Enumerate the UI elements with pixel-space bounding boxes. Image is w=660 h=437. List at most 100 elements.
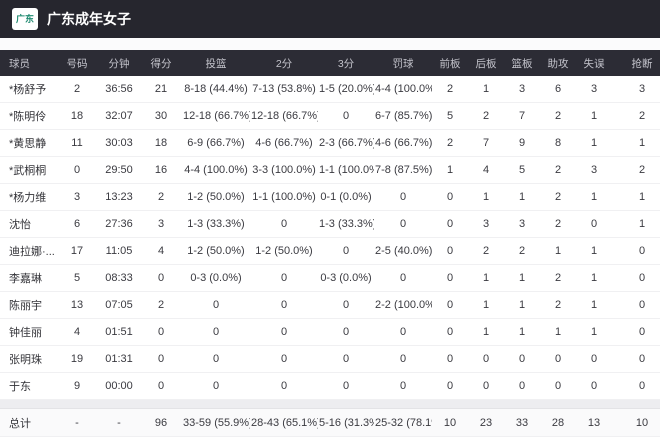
- total-cell-points: 96: [140, 408, 182, 437]
- cell-ast: 2: [540, 264, 576, 292]
- cell-ft: 4-6 (66.7%): [374, 129, 432, 157]
- cell-tov: 0: [576, 372, 612, 400]
- cell-stl: 2: [612, 102, 660, 130]
- cell-minutes: 07:05: [98, 291, 140, 319]
- cell-fg: 8-18 (44.4%): [182, 76, 250, 103]
- cell-points: 2: [140, 183, 182, 211]
- app-header: 广东 广东成年女子: [0, 0, 660, 38]
- cell-number: 18: [56, 102, 98, 130]
- cell-two-pt: 3-3 (100.0%): [250, 156, 318, 184]
- cell-number: 17: [56, 237, 98, 265]
- cell-stl: 0: [612, 345, 660, 373]
- table-header-row: 球员 号码 分钟 得分 投篮 2分 3分 罚球 前板 后板 篮板 助攻 失误 抢断: [0, 50, 660, 76]
- column-header-ast: 助攻: [540, 50, 576, 76]
- cell-tov: 3: [576, 76, 612, 103]
- cell-oreb: 0: [432, 318, 468, 346]
- cell-reb: 1: [504, 183, 540, 211]
- total-cell-oreb: 10: [432, 408, 468, 437]
- cell-player: *杨力维: [0, 183, 56, 211]
- cell-dreb: 1: [468, 183, 504, 211]
- cell-three-pt: 0: [318, 372, 374, 400]
- table-row: 钟佳丽 4 01:51 0 0 0 0 0 0 1 1 1 1 0: [0, 318, 660, 346]
- cell-dreb: 1: [468, 76, 504, 103]
- cell-fg: 0: [182, 345, 250, 373]
- cell-oreb: 0: [432, 345, 468, 373]
- cell-ft: 6-7 (85.7%): [374, 102, 432, 130]
- cell-reb: 7: [504, 102, 540, 130]
- cell-tov: 1: [576, 183, 612, 211]
- cell-dreb: 2: [468, 102, 504, 130]
- cell-ft: 7-8 (87.5%): [374, 156, 432, 184]
- cell-player: *杨舒予: [0, 76, 56, 103]
- cell-fg: 0: [182, 291, 250, 319]
- cell-dreb: 2: [468, 237, 504, 265]
- cell-minutes: 27:36: [98, 210, 140, 238]
- cell-oreb: 0: [432, 183, 468, 211]
- cell-oreb: 0: [432, 210, 468, 238]
- cell-tov: 1: [576, 129, 612, 157]
- team-logo: 广东: [12, 8, 38, 30]
- cell-ft: 4-4 (100.0%): [374, 76, 432, 103]
- cell-player: 陈丽宇: [0, 291, 56, 319]
- cell-player: *陈明伶: [0, 102, 56, 130]
- cell-two-pt: 1-1 (100.0%): [250, 183, 318, 211]
- column-header-stl: 抢断: [612, 50, 660, 76]
- table-row: 于东 9 00:00 0 0 0 0 0 0 0 0 0 0 0: [0, 372, 660, 400]
- cell-ft: 0: [374, 318, 432, 346]
- cell-three-pt: 1-3 (33.3%): [318, 210, 374, 238]
- cell-fg: 1-2 (50.0%): [182, 183, 250, 211]
- column-header-reb: 篮板: [504, 50, 540, 76]
- cell-number: 6: [56, 210, 98, 238]
- total-cell-stl: 10: [612, 408, 660, 437]
- table-row: 张明珠 19 01:31 0 0 0 0 0 0 0 0 0 0 0: [0, 345, 660, 373]
- cell-three-pt: 1-5 (20.0%): [318, 76, 374, 103]
- cell-stl: 0: [612, 318, 660, 346]
- total-cell-number: -: [56, 408, 98, 437]
- cell-oreb: 0: [432, 291, 468, 319]
- cell-two-pt: 0: [250, 372, 318, 400]
- stats-table-container[interactable]: 球员 号码 分钟 得分 投篮 2分 3分 罚球 前板 后板 篮板 助攻 失误 抢断 *杨舒予 2 36:56 2…: [0, 50, 660, 437]
- cell-minutes: 36:56: [98, 76, 140, 103]
- cell-fg: 12-18 (66.7%): [182, 102, 250, 130]
- cell-points: 18: [140, 129, 182, 157]
- cell-ft: 0: [374, 210, 432, 238]
- cell-oreb: 0: [432, 264, 468, 292]
- cell-tov: 0: [576, 210, 612, 238]
- cell-reb: 1: [504, 318, 540, 346]
- cell-fg: 1-2 (50.0%): [182, 237, 250, 265]
- cell-number: 3: [56, 183, 98, 211]
- cell-stl: 0: [612, 372, 660, 400]
- cell-stl: 1: [612, 183, 660, 211]
- cell-ast: 2: [540, 156, 576, 184]
- cell-number: 13: [56, 291, 98, 319]
- cell-points: 4: [140, 237, 182, 265]
- cell-minutes: 11:05: [98, 237, 140, 265]
- cell-oreb: 5: [432, 102, 468, 130]
- cell-ast: 2: [540, 102, 576, 130]
- cell-points: 3: [140, 210, 182, 238]
- cell-tov: 1: [576, 264, 612, 292]
- cell-oreb: 2: [432, 129, 468, 157]
- cell-points: 0: [140, 264, 182, 292]
- table-row: 迪拉娜·... 17 11:05 4 1-2 (50.0%) 1-2 (50.0%) 0 2-…: [0, 237, 660, 265]
- cell-tov: 3: [576, 156, 612, 184]
- total-cell-ft: 25-32 (78.1%): [374, 408, 432, 437]
- cell-number: 9: [56, 372, 98, 400]
- cell-player: 于东: [0, 372, 56, 400]
- column-header-tov: 失误: [576, 50, 612, 76]
- cell-points: 0: [140, 345, 182, 373]
- cell-two-pt: 12-18 (66.7%): [250, 102, 318, 130]
- cell-ft: 0: [374, 183, 432, 211]
- cell-reb: 0: [504, 345, 540, 373]
- table-row: 李嘉琳 5 08:33 0 0-3 (0.0%) 0 0-3 (0.0%) 0 0 1 1 2 1 0: [0, 264, 660, 292]
- cell-dreb: 4: [468, 156, 504, 184]
- cell-three-pt: 0: [318, 318, 374, 346]
- cell-two-pt: 7-13 (53.8%): [250, 76, 318, 103]
- cell-ast: 8: [540, 129, 576, 157]
- cell-ast: 0: [540, 345, 576, 373]
- cell-number: 2: [56, 76, 98, 103]
- table-row: *黄思静 11 30:03 18 6-9 (66.7%) 4-6 (66.7%) 2-3 (…: [0, 129, 660, 157]
- cell-reb: 0: [504, 372, 540, 400]
- total-cell-three-pt: 5-16 (31.3%): [318, 408, 374, 437]
